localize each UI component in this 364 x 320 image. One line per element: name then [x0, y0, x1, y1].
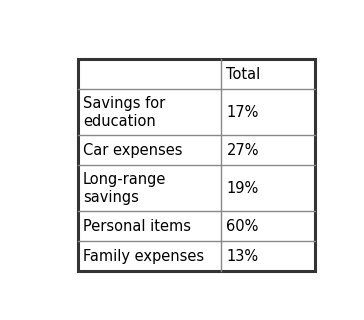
- Text: Car expenses: Car expenses: [83, 143, 182, 158]
- Text: 60%: 60%: [226, 219, 259, 234]
- Text: Family expenses: Family expenses: [83, 249, 204, 264]
- Text: 17%: 17%: [226, 105, 259, 120]
- Text: Long-range
savings: Long-range savings: [83, 172, 166, 205]
- Text: 19%: 19%: [226, 181, 259, 196]
- Bar: [78, 59, 315, 271]
- Text: Total: Total: [226, 67, 261, 82]
- Text: 27%: 27%: [226, 143, 259, 158]
- Text: Savings for
education: Savings for education: [83, 95, 165, 129]
- Text: Personal items: Personal items: [83, 219, 191, 234]
- Text: 13%: 13%: [226, 249, 258, 264]
